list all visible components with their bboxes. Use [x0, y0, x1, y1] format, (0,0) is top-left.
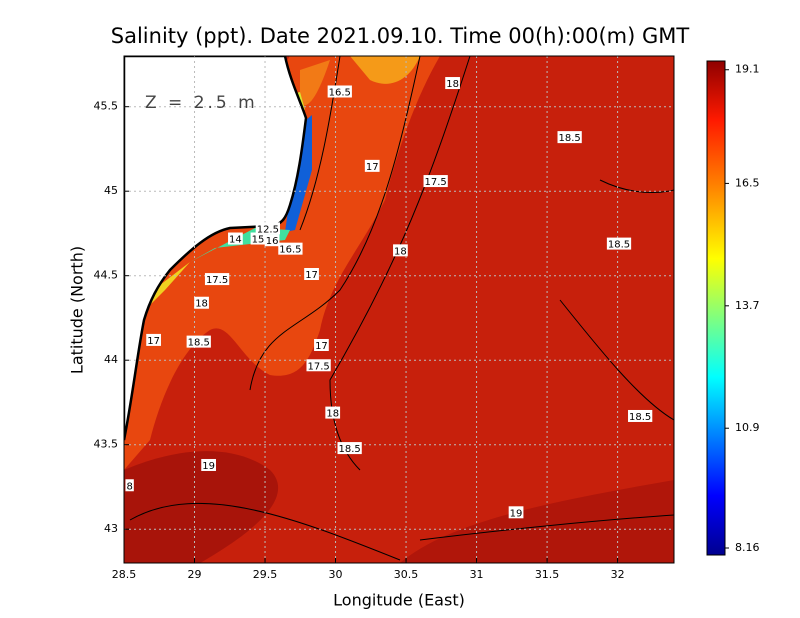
- contour-label: 17: [315, 341, 328, 352]
- contour-label-box: [325, 406, 341, 419]
- contour-label: 18.5: [339, 444, 361, 455]
- y-axis-label: Latitude (North): [68, 246, 87, 374]
- x-tick-label: 31.5: [535, 568, 560, 581]
- contour-label-box: [194, 296, 209, 309]
- y-tick-label: 43.5: [94, 438, 119, 451]
- y-tick-label: 45.5: [94, 100, 119, 113]
- field-dark: [400, 480, 674, 563]
- contour-label: 17: [147, 336, 160, 347]
- x-axis-label: Longitude (East): [333, 591, 465, 610]
- x-tick-label: 30: [329, 568, 343, 581]
- contour-label-box: [125, 479, 134, 492]
- contour-label-box: [304, 268, 319, 281]
- contour-label: 17.5: [425, 177, 447, 188]
- contour-label: 19: [510, 508, 523, 519]
- x-tick-label: 32: [611, 568, 625, 581]
- colorbar-tick-label: 8.16: [735, 541, 760, 554]
- contour-line: [129, 56, 674, 561]
- contour-label-box: [364, 159, 380, 172]
- contour-label: 18: [195, 299, 208, 310]
- contour-label: 16: [266, 236, 279, 247]
- field-light: [300, 60, 330, 106]
- colorbar-tick-label: 13.7: [735, 299, 760, 312]
- contour-label: 18: [326, 409, 339, 420]
- contour-label: 15: [252, 235, 265, 246]
- contour-label: 17: [366, 162, 379, 173]
- y-tick-label: 43: [104, 522, 118, 535]
- contour-label: 16.5: [329, 87, 351, 98]
- field-yellow: [150, 262, 190, 305]
- depth-annotation: Z = 2.5 m: [145, 93, 258, 113]
- field-orange: [124, 56, 440, 470]
- y-tick-label: 45: [104, 184, 118, 197]
- contour-label-box: [557, 131, 582, 144]
- contour-label-box: [327, 85, 352, 98]
- contour-label: 18: [394, 246, 407, 257]
- plot-frame: [123, 55, 675, 564]
- contour-label: 12.5: [257, 224, 279, 235]
- y-tick-label: 44: [104, 353, 118, 366]
- contour-label-box: [628, 409, 653, 422]
- contour-label-box: [393, 244, 408, 257]
- colorbar-tick-label: 16.5: [735, 176, 760, 189]
- contour-label: 18.5: [559, 133, 581, 144]
- x-tick-label: 29: [188, 568, 202, 581]
- field-dark: [124, 451, 279, 563]
- contour-label: 17.5: [206, 275, 228, 286]
- contour-label: 19: [202, 461, 215, 472]
- contour-label-box: [186, 335, 211, 348]
- contour-label: 17: [305, 270, 318, 281]
- contour-label: 18.5: [188, 338, 210, 349]
- contour-label: 18.5: [608, 240, 630, 251]
- contour-label-box: [314, 338, 329, 351]
- colorbar-tick-label: 19.1: [735, 63, 760, 76]
- contour-label-box: [204, 273, 230, 286]
- contour-label: 16.5: [279, 245, 301, 256]
- x-tick-label: 29.5: [253, 568, 278, 581]
- contour-label-box: [423, 175, 448, 188]
- contour-label-box: [337, 442, 362, 455]
- contour-label-box: [445, 77, 460, 90]
- x-tick-label: 28.5: [112, 568, 137, 581]
- contour-label-box: [264, 234, 280, 247]
- contour-label-box: [201, 458, 216, 471]
- contour-label-box: [228, 232, 243, 245]
- contour-label-box: [250, 232, 266, 245]
- contour-label-box: [278, 242, 303, 255]
- contour-label-box: [606, 237, 632, 250]
- contour-label: 8: [126, 481, 132, 492]
- x-tick-label: 30.5: [394, 568, 419, 581]
- contour-label-box: [508, 506, 524, 519]
- x-tick-label: 31: [470, 568, 484, 581]
- y-tick-label: 44.5: [94, 269, 119, 282]
- field-light: [350, 56, 420, 84]
- contour-label: 14: [229, 235, 242, 246]
- contour-label: 18: [446, 79, 459, 90]
- contour-label-box: [306, 359, 331, 372]
- chart-title: Salinity (ppt). Date 2021.09.10. Time 00…: [111, 24, 690, 48]
- contour-label-box: [255, 222, 280, 235]
- contour-label-box: [146, 333, 161, 346]
- contour-label: 18.5: [629, 412, 651, 423]
- colorbar-tick-label: 10.9: [735, 421, 760, 434]
- land: [124, 56, 308, 441]
- contour-label: 17.5: [307, 361, 329, 372]
- grid: [123, 56, 674, 563]
- colorbar: [706, 60, 726, 556]
